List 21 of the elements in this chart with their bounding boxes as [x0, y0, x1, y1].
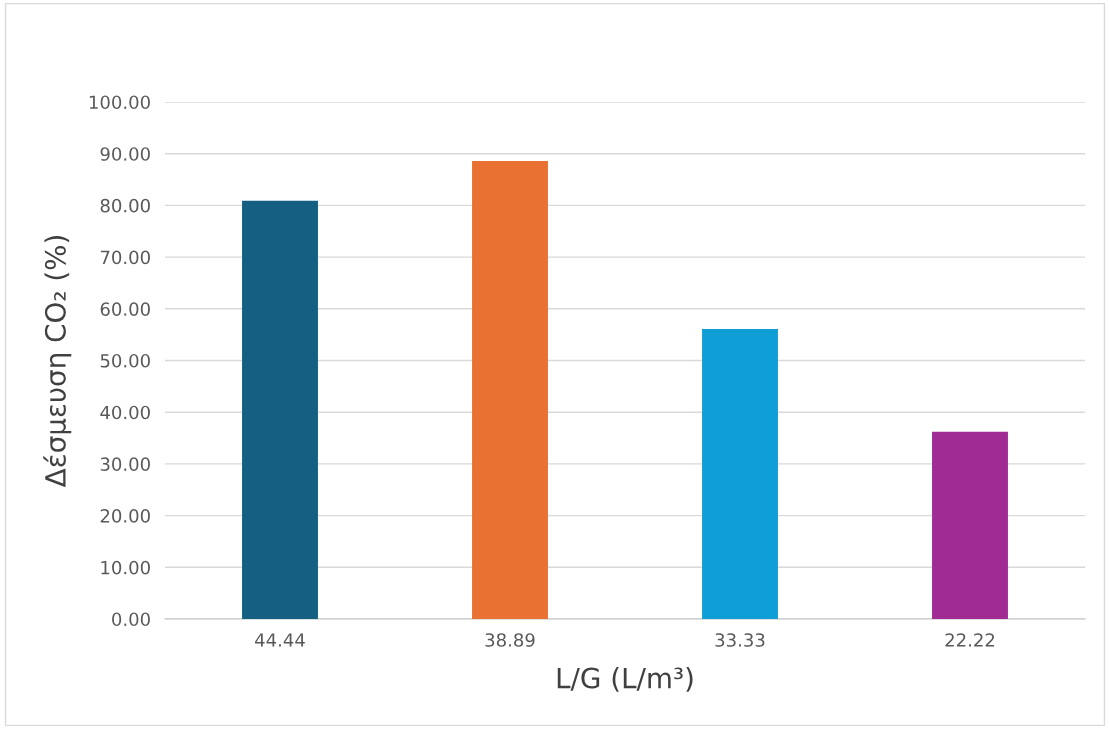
bar — [472, 160, 548, 619]
y-tick-label: 50.00 — [100, 353, 150, 368]
y-tick-label: 10.00 — [101, 560, 150, 575]
y-tick-label: 70.00 — [100, 250, 150, 265]
x-tick-label: 38.89 — [485, 633, 535, 647]
y-tick-label: 100.00 — [89, 95, 150, 110]
x-tick-label: 33.33 — [715, 633, 765, 647]
bar — [242, 200, 318, 619]
y-tick-label: 40.00 — [100, 405, 150, 420]
x-tick-label: 44.44 — [255, 633, 305, 647]
y-axis-title: Δέσμευση CO₂ (%) — [43, 236, 72, 488]
x-axis-title: L/G (L/m³) — [557, 667, 693, 692]
y-tick-label: 80.00 — [100, 198, 150, 213]
y-tick-label: 30.00 — [100, 457, 150, 472]
y-tick-label: 90.00 — [100, 147, 150, 161]
bar — [702, 328, 778, 619]
y-tick-label: 20.00 — [100, 509, 150, 523]
x-tick-label: 22.22 — [945, 633, 995, 647]
y-tick-label: 60.00 — [100, 302, 150, 316]
y-tick-label: 0.00 — [112, 612, 150, 627]
bar — [932, 431, 1008, 619]
